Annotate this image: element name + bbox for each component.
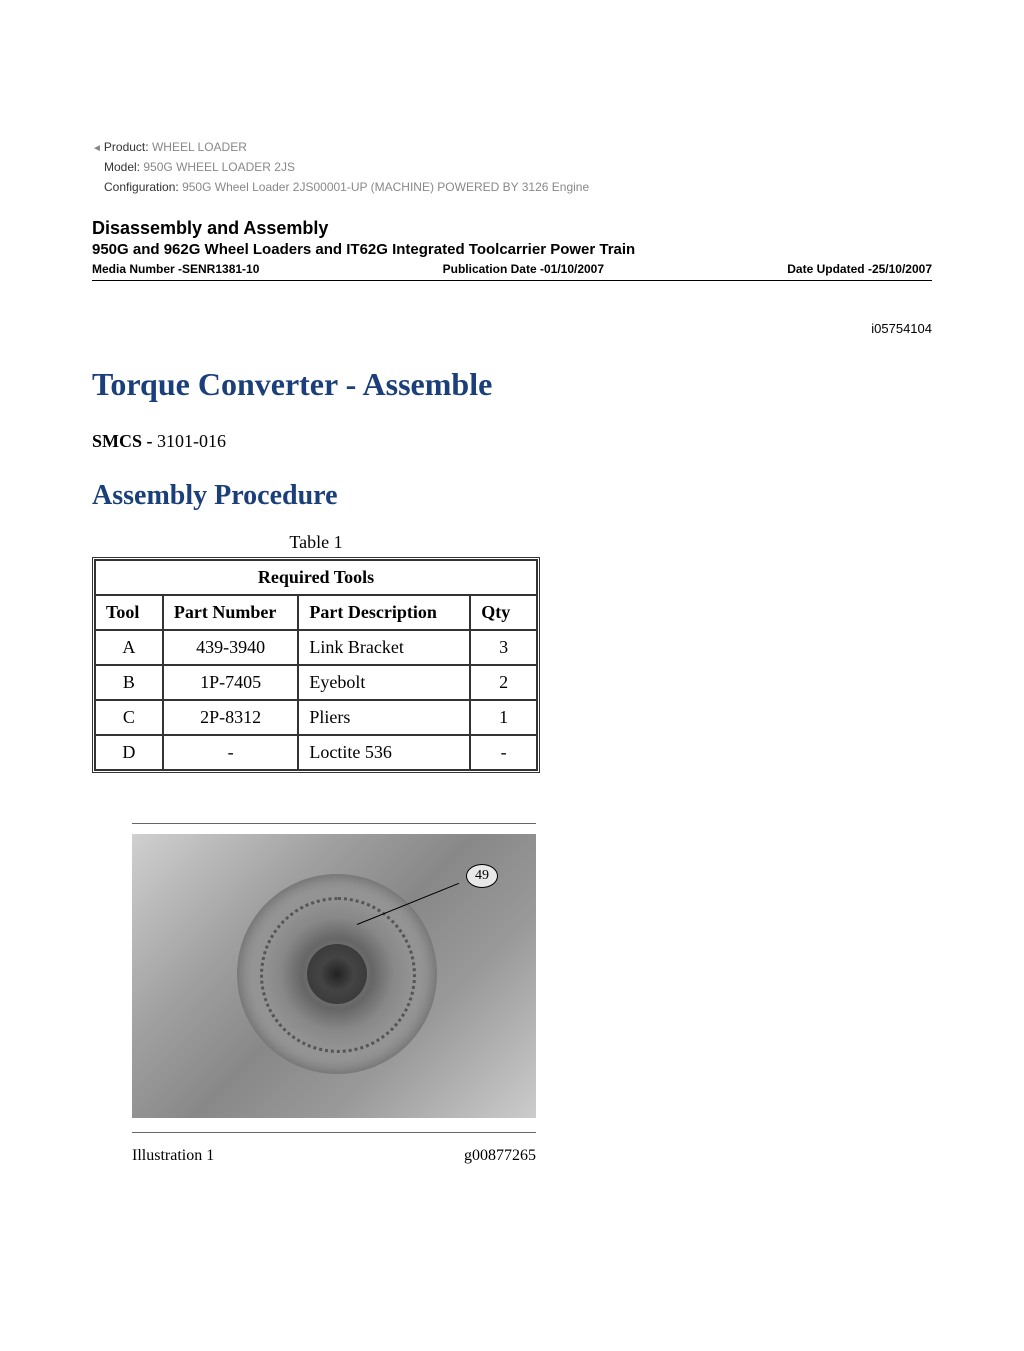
smcs-line: SMCS - 3101-016 bbox=[92, 431, 932, 452]
illustration-caption: Illustration 1 g00877265 bbox=[132, 1147, 536, 1165]
cell-part-description: Loctite 536 bbox=[298, 735, 470, 770]
cell-part-number: - bbox=[163, 735, 299, 770]
section-divider bbox=[92, 280, 932, 281]
table-header-title: Required Tools bbox=[95, 560, 537, 595]
model-label: Model: bbox=[104, 160, 140, 174]
cell-part-number: 439-3940 bbox=[163, 630, 299, 665]
table-row: D - Loctite 536 - bbox=[95, 735, 537, 770]
publication-date: Publication Date -01/10/2007 bbox=[443, 262, 604, 276]
subheading: Assembly Procedure bbox=[92, 480, 932, 512]
config-label: Configuration: bbox=[104, 180, 179, 194]
cell-tool: A bbox=[95, 630, 163, 665]
table-row: C 2P-8312 Pliers 1 bbox=[95, 700, 537, 735]
col-qty: Qty bbox=[470, 595, 537, 630]
cell-tool: D bbox=[95, 735, 163, 770]
cell-part-number: 2P-8312 bbox=[163, 700, 299, 735]
table-caption: Table 1 bbox=[92, 532, 540, 553]
callout-bubble: 49 bbox=[466, 864, 498, 888]
illustration-top-rule bbox=[132, 823, 536, 824]
cell-tool: C bbox=[95, 700, 163, 735]
required-tools-table: Required Tools Tool Part Number Part Des… bbox=[92, 557, 540, 773]
cell-qty: 3 bbox=[470, 630, 537, 665]
cell-part-description: Link Bracket bbox=[298, 630, 470, 665]
section-subtitle: 950G and 962G Wheel Loaders and IT62G In… bbox=[92, 241, 932, 258]
product-value: WHEEL LOADER bbox=[152, 140, 247, 154]
converter-center-graphic bbox=[307, 944, 367, 1004]
table-column-header-row: Tool Part Number Part Description Qty bbox=[95, 595, 537, 630]
col-tool: Tool bbox=[95, 595, 163, 630]
illustration-image: 49 bbox=[132, 834, 536, 1118]
illustration-code: g00877265 bbox=[464, 1147, 536, 1165]
smcs-value: 3101-016 bbox=[153, 431, 227, 451]
illustration-block: 49 Illustration 1 g00877265 bbox=[132, 823, 536, 1165]
product-label: Product: bbox=[104, 140, 149, 154]
date-updated: Date Updated -25/10/2007 bbox=[787, 262, 932, 276]
cell-part-description: Eyebolt bbox=[298, 665, 470, 700]
table-header-row: Required Tools bbox=[95, 560, 537, 595]
product-line: ◄Product: WHEEL LOADER bbox=[92, 140, 932, 154]
cell-qty: 2 bbox=[470, 665, 537, 700]
section-header: Disassembly and Assembly 950G and 962G W… bbox=[92, 218, 932, 276]
model-value: 950G WHEEL LOADER 2JS bbox=[143, 160, 295, 174]
meta-row: Media Number -SENR1381-10 Publication Da… bbox=[92, 262, 932, 276]
illustration-label: Illustration 1 bbox=[132, 1147, 214, 1165]
section-title: Disassembly and Assembly bbox=[92, 218, 932, 239]
col-part-number: Part Number bbox=[163, 595, 299, 630]
cell-part-description: Pliers bbox=[298, 700, 470, 735]
table-row: A 439-3940 Link Bracket 3 bbox=[95, 630, 537, 665]
cell-qty: 1 bbox=[470, 700, 537, 735]
back-arrow-icon[interactable]: ◄ bbox=[92, 143, 102, 154]
config-value: 950G Wheel Loader 2JS00001-UP (MACHINE) … bbox=[182, 180, 589, 194]
table-row: B 1P-7405 Eyebolt 2 bbox=[95, 665, 537, 700]
smcs-label: SMCS - bbox=[92, 431, 153, 451]
media-number: Media Number -SENR1381-10 bbox=[92, 262, 259, 276]
illustration-bottom-rule bbox=[132, 1132, 536, 1133]
product-info-block: ◄Product: WHEEL LOADER Model: 950G WHEEL… bbox=[92, 140, 932, 194]
col-part-description: Part Description bbox=[298, 595, 470, 630]
document-id: i05754104 bbox=[92, 321, 932, 336]
cell-part-number: 1P-7405 bbox=[163, 665, 299, 700]
model-line: Model: 950G WHEEL LOADER 2JS bbox=[104, 160, 932, 174]
config-line: Configuration: 950G Wheel Loader 2JS0000… bbox=[104, 180, 932, 194]
page-title: Torque Converter - Assemble bbox=[92, 366, 932, 403]
cell-qty: - bbox=[470, 735, 537, 770]
cell-tool: B bbox=[95, 665, 163, 700]
